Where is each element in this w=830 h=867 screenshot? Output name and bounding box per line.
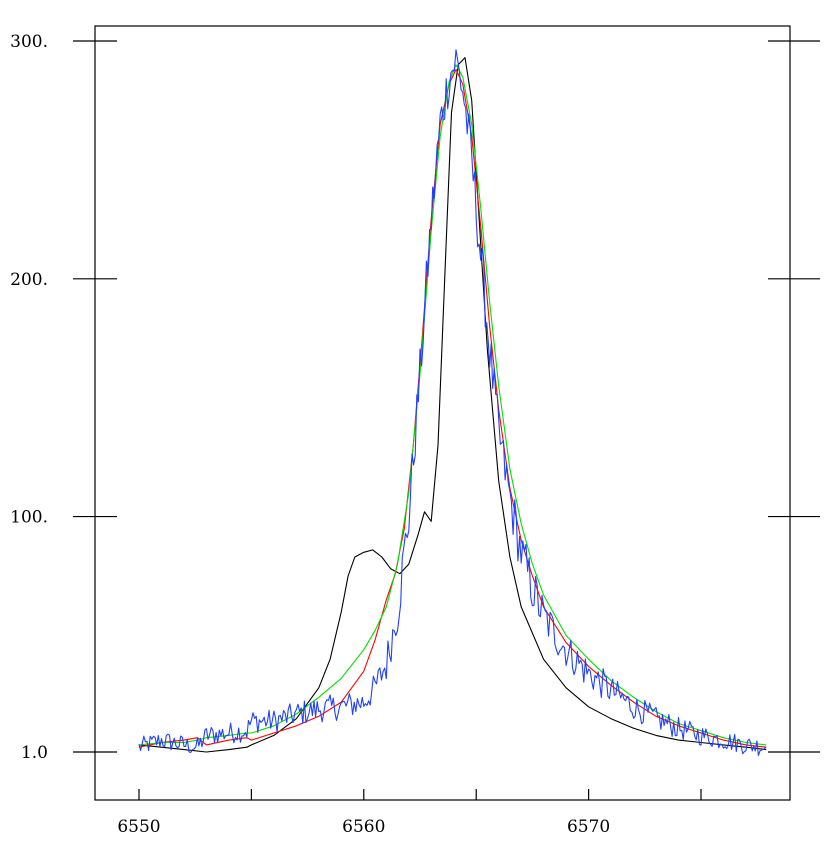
axis-tick-labels: 6550 6560 6570 1.0 100. 200. 300.	[10, 32, 610, 837]
axis-ticks	[73, 40, 820, 800]
series-line-0	[138, 57, 767, 753]
y-tick-label-200.: 200.	[10, 270, 48, 290]
series-line-1	[138, 68, 767, 748]
x-tick-label-6570: 6570	[567, 817, 610, 837]
x-tick-label-6560: 6560	[342, 817, 385, 837]
y-tick-label-1.0: 1.0	[21, 743, 48, 763]
series-line-3	[138, 49, 767, 756]
plot-frame	[94, 25, 791, 801]
y-tick-label-100.: 100.	[10, 508, 48, 528]
series-line-2	[138, 64, 767, 746]
series-group	[138, 49, 767, 756]
y-tick-label-300.: 300.	[10, 32, 48, 52]
x-tick-label-6550: 6550	[117, 817, 160, 837]
